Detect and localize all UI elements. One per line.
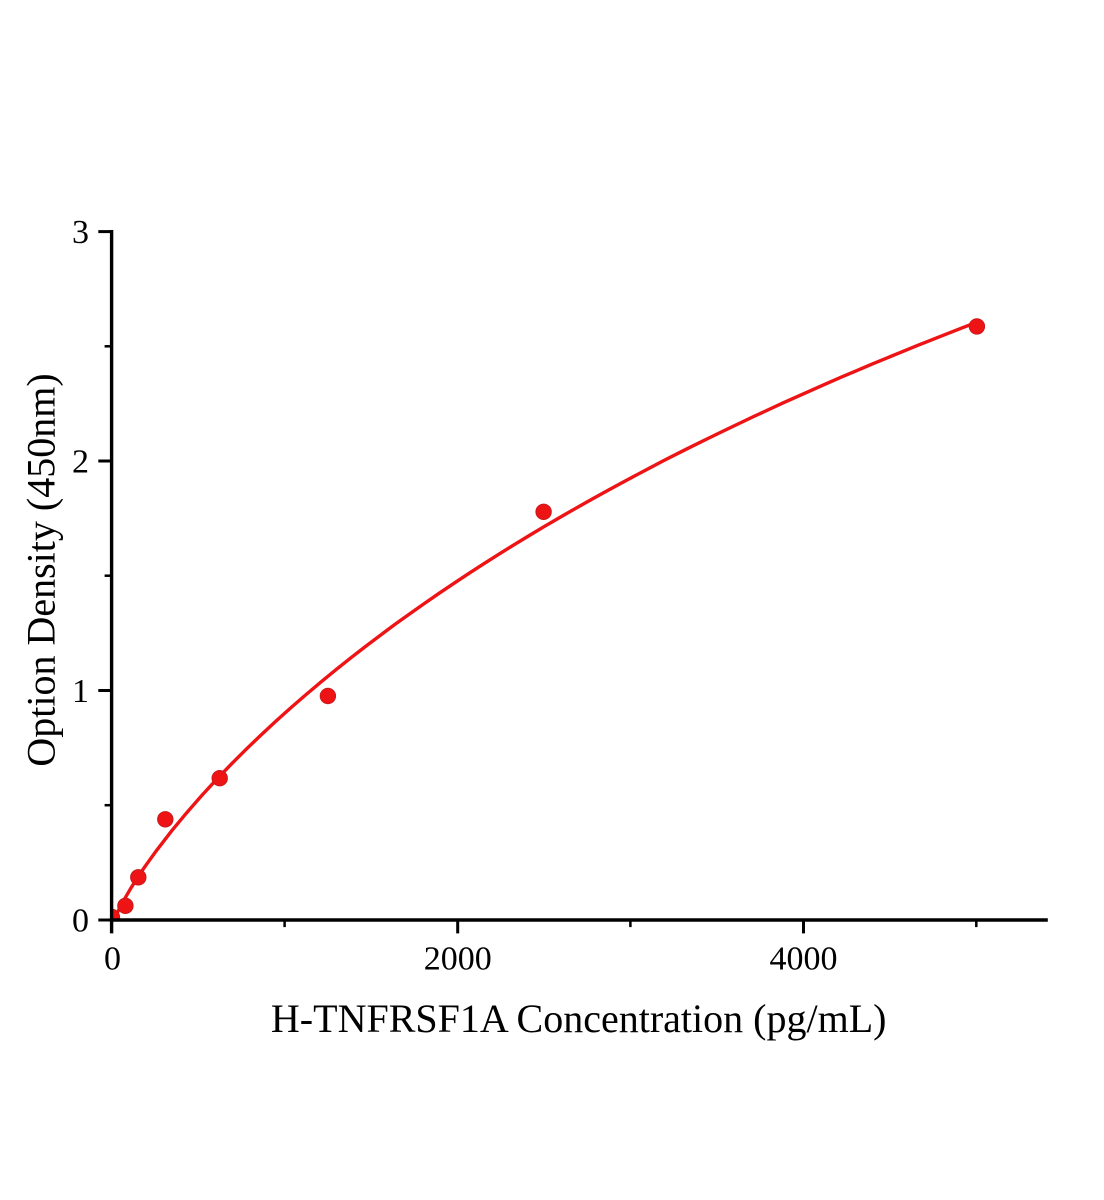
svg-text:0: 0 xyxy=(104,940,121,977)
svg-text:H-TNFRSF1A Concentration (pg/m: H-TNFRSF1A Concentration (pg/mL) xyxy=(271,996,887,1041)
svg-text:Option Density (450nm): Option Density (450nm) xyxy=(19,373,64,766)
svg-text:3: 3 xyxy=(72,214,89,251)
svg-text:1: 1 xyxy=(72,673,89,710)
svg-text:2000: 2000 xyxy=(424,940,492,977)
svg-text:0: 0 xyxy=(72,902,89,939)
svg-text:4000: 4000 xyxy=(770,940,838,977)
svg-text:2: 2 xyxy=(72,443,89,480)
